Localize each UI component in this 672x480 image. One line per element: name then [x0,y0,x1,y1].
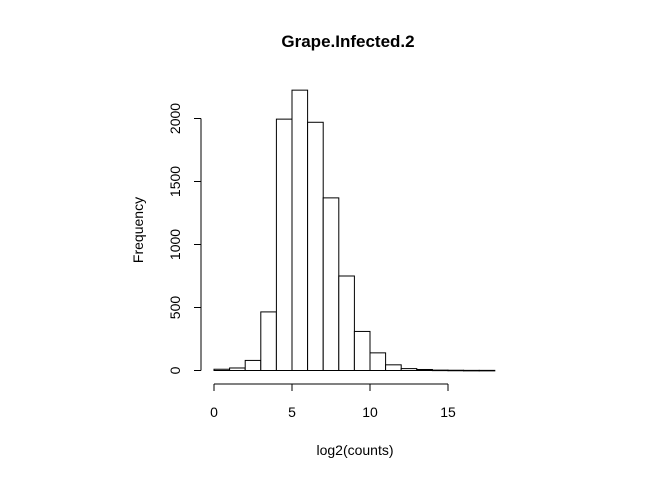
x-axis-label: log2(counts) [316,442,393,458]
histogram-bar [244,359,262,372]
x-axis: 0 5 10 15 [210,383,456,420]
histogram-bar [478,369,496,372]
x-tick-label: 10 [362,404,378,420]
histogram-bar [291,89,309,372]
histogram-bar [416,368,433,372]
histogram-bar [431,369,449,372]
histogram-bar [369,352,387,371]
histogram-bar [353,330,371,372]
y-tick-label: 2000 [167,103,183,134]
bars-group [213,89,496,372]
y-axis: 0 500 1000 1500 2000 [167,103,202,374]
histogram-bar [307,121,324,371]
chart-title: Grape.Infected.2 [281,32,414,51]
histogram-bar [275,118,293,371]
y-tick-label: 1000 [167,229,183,260]
x-tick-label: 0 [210,404,218,420]
histogram-bar [338,275,355,371]
x-tick-label: 15 [440,404,456,420]
x-tick-label: 5 [288,404,296,420]
histogram-bar [400,368,418,371]
histogram-bar [447,369,465,372]
y-tick-label: 1500 [167,166,183,197]
histogram-bar [260,311,277,372]
y-tick-label: 500 [167,296,183,320]
histogram-bar [213,368,231,371]
y-tick-label: 0 [167,366,183,374]
histogram-bar [463,369,480,372]
histogram-bar [322,197,340,371]
histogram-bar [229,367,246,372]
y-axis-label: Frequency [130,197,146,263]
histogram-bar [385,364,402,371]
